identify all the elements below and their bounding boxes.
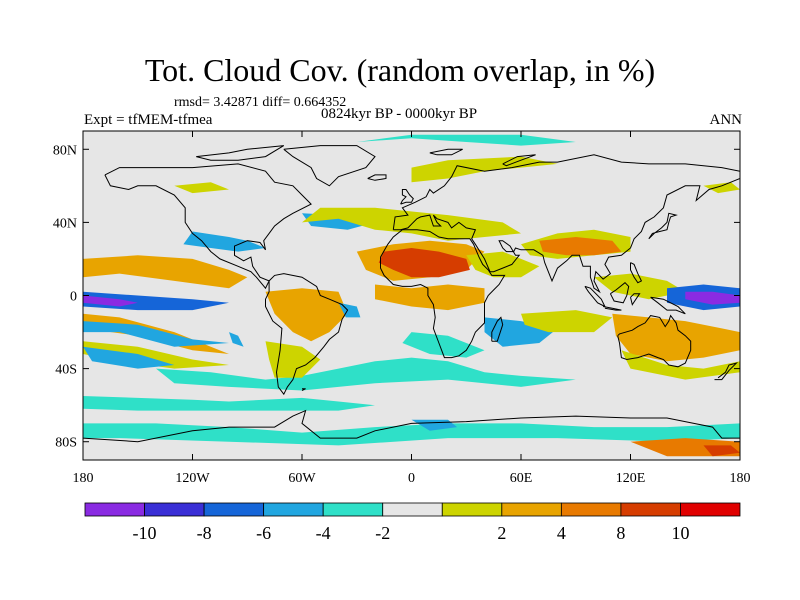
anomaly-region-neg2 <box>83 423 740 446</box>
lon-tick-label: 120W <box>175 471 210 486</box>
anomaly-region-pos2 <box>621 350 740 380</box>
colorbar-label: 2 <box>497 523 506 543</box>
anomaly-region-neg4 <box>229 332 244 347</box>
coastline <box>617 314 692 368</box>
anomaly-region-pos4 <box>375 284 485 311</box>
colorbar-label: -8 <box>197 523 212 543</box>
coastline <box>367 174 387 181</box>
anomaly-region-neg2 <box>402 332 485 358</box>
anomaly-region-neg4 <box>83 346 175 369</box>
anomaly-region-pos2 <box>265 341 321 378</box>
lat-tick-label: 80N <box>53 143 77 158</box>
anomaly-region-pos2 <box>411 156 558 183</box>
lat-tick-label: 80S <box>55 436 77 451</box>
anomaly-region-neg4 <box>183 231 266 252</box>
anomaly-region-neg2 <box>83 396 375 411</box>
colorbar-swatch <box>322 502 384 517</box>
coastline <box>648 212 678 240</box>
anomaly-region-pos2 <box>521 310 613 333</box>
anomaly-region-pos2 <box>594 273 686 300</box>
lat-tick-label: 40N <box>53 216 77 231</box>
coastlines <box>83 145 740 443</box>
coastline <box>400 189 414 205</box>
anomaly-region-neg4 <box>83 321 229 347</box>
anomaly-region-pos2 <box>174 182 229 194</box>
colorbar-swatch <box>680 502 741 517</box>
colorbar-swatch <box>441 502 503 517</box>
period-label: 0824kyr BP - 0000kyr BP <box>321 106 478 122</box>
coastline <box>603 306 622 311</box>
colorbar-swatch <box>560 502 622 517</box>
anomaly-region-pos8 <box>539 237 622 256</box>
colorbar-label: 8 <box>616 523 625 543</box>
colorbar-swatch <box>263 502 324 517</box>
lon-tick-label: 60E <box>510 471 533 486</box>
colorbar-label: -4 <box>316 523 331 543</box>
anomaly-region-pos2 <box>703 182 740 194</box>
colorbar-swatch <box>203 502 265 517</box>
coastline <box>265 273 349 396</box>
lon-tick-label: 180 <box>730 471 751 486</box>
coastline <box>491 316 504 342</box>
anomaly-region-neg10 <box>83 295 138 307</box>
anomaly-region-pos4 <box>83 255 248 289</box>
colorbar-swatch <box>84 502 145 517</box>
coastline <box>630 262 643 284</box>
anomaly-region-pos4 <box>265 288 348 342</box>
lon-tick-label: 180 <box>73 471 94 486</box>
anomaly-region-pos10 <box>703 445 740 457</box>
colorbar-swatch <box>144 502 205 517</box>
coastline <box>609 282 630 304</box>
colorbar: -10 -8 -6 -4 -2 2 4 8 10 <box>84 502 741 543</box>
coastline <box>104 163 312 290</box>
coastline <box>83 409 740 443</box>
lon-tick-label: 60W <box>288 471 316 486</box>
coastline <box>714 362 739 381</box>
experiment-label: Expt = tfMEM-tfmea <box>84 112 213 128</box>
season-label: ANN <box>709 112 743 128</box>
anomaly-region-neg2 <box>356 134 576 146</box>
coastline <box>380 229 506 359</box>
coastline <box>650 296 686 315</box>
anomaly-region-pos10 <box>378 248 470 278</box>
colorbar-swatch <box>382 502 443 517</box>
anomaly-region-pos2 <box>466 251 540 278</box>
coastline <box>502 154 536 167</box>
anomaly-region-pos4 <box>612 313 740 362</box>
anomaly-region-neg2 <box>156 357 576 391</box>
colorbar-label: 10 <box>671 523 689 543</box>
colorbar-swatch <box>620 502 681 517</box>
colorbar-label: -6 <box>256 523 271 543</box>
chart-title: Tot. Cloud Cov. (random overlap, in %) <box>144 52 656 88</box>
coastline <box>283 145 376 187</box>
colorbar-swatch <box>501 502 562 517</box>
coastline <box>392 154 740 294</box>
anomaly-region-pos2 <box>83 341 229 369</box>
colorbar-label: -10 <box>133 523 157 543</box>
lat-tick-label: 0 <box>70 290 77 305</box>
coastline <box>196 145 285 161</box>
colorbar-label: 4 <box>557 523 566 543</box>
anomaly-region-neg10 <box>685 291 740 305</box>
axis-ticks: 80N 40N 0 40S 80S 180 120W 60W 0 60E 120E 180 <box>53 131 751 486</box>
coastline <box>630 293 641 306</box>
colorbar-label: -2 <box>375 523 390 543</box>
lon-tick-label: 120E <box>616 471 646 486</box>
lon-tick-label: 0 <box>408 471 415 486</box>
stats-label: rmsd= 3.42871 diff= 0.664352 <box>174 95 347 110</box>
coastline <box>429 148 463 156</box>
lat-tick-label: 40S <box>55 363 77 378</box>
coastline <box>301 388 306 391</box>
